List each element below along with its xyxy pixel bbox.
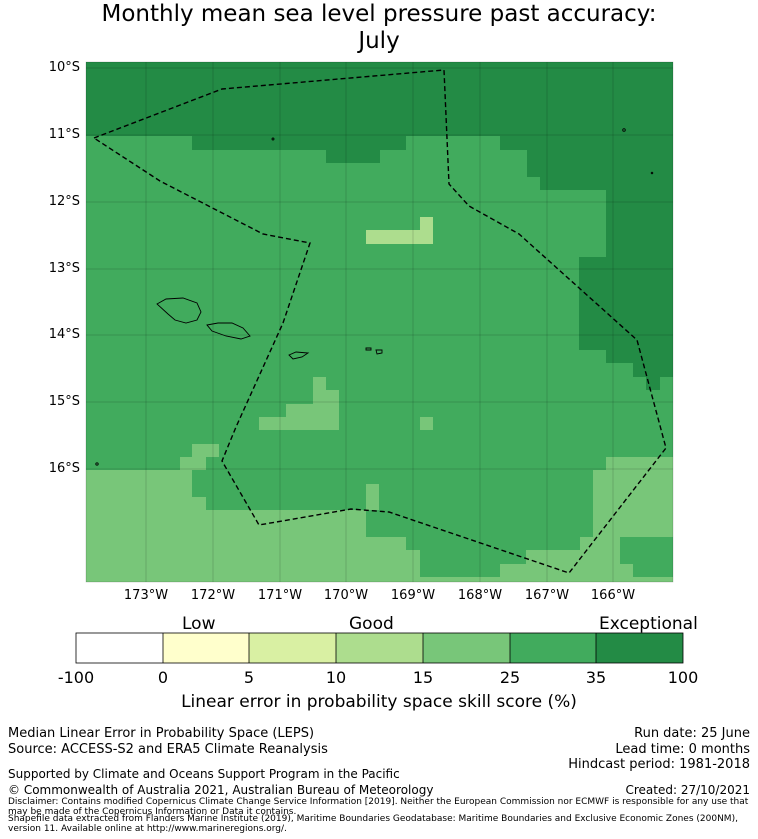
- island-tutuila: [288, 351, 310, 360]
- lon-tick-label: 171°W: [257, 588, 303, 603]
- lat-tick-label: 11°S: [48, 127, 80, 142]
- footer-disclaimer: Disclaimer: Contains modified Copernicus…: [8, 797, 749, 817]
- skill-patch-island-1: [366, 484, 379, 510]
- skill-patch-north-east: [366, 217, 433, 244]
- footer-run-date: Run date: 25 June: [634, 726, 750, 741]
- island-savaii: [156, 297, 202, 324]
- colorbar-tick: 100: [667, 668, 699, 687]
- lat-tick-label: 10°S: [48, 60, 80, 75]
- footer-leps: Median Linear Error in Probability Space…: [8, 726, 315, 741]
- colorbar-tick: -100: [57, 668, 95, 687]
- island-northeast-2: [650, 171, 654, 175]
- colorbar-tick: 0: [157, 668, 169, 687]
- skill-region-south: [86, 444, 673, 582]
- colorbar-swatch-6: [510, 633, 596, 663]
- skill-region-east: [579, 203, 673, 390]
- skill-patch-southeast-inner: [620, 537, 673, 577]
- colorbar: [75, 632, 684, 664]
- skill-region-north: [86, 62, 673, 203]
- colorbar-tick: 15: [412, 668, 434, 687]
- colorbar-tick: 35: [585, 668, 607, 687]
- island-upolu: [206, 322, 251, 340]
- footer-created: Created: 27/10/2021: [625, 783, 750, 797]
- skill-patch-island-2: [420, 417, 433, 430]
- colorbar-swatch-3: [249, 633, 336, 663]
- colorbar-swatch-5: [423, 633, 510, 663]
- colorbar-category-exceptional: Exceptional: [599, 614, 698, 634]
- footer-source: Source: ACCESS-S2 and ERA5 Climate Reana…: [8, 742, 328, 757]
- island-swains: [271, 137, 275, 141]
- lon-tick-label: 167°W: [524, 588, 570, 603]
- lon-tick-label: 166°W: [590, 588, 636, 603]
- islands: [95, 128, 654, 466]
- lon-tick-label: 173°W: [123, 588, 169, 603]
- colorbar-axis-label: Linear error in probability space skill …: [181, 692, 577, 712]
- map-frame: [85, 61, 674, 583]
- colorbar-swatch-1: [76, 633, 163, 663]
- lon-tick-label: 172°W: [190, 588, 236, 603]
- colorbar-tick: 25: [499, 668, 521, 687]
- colorbar-swatch-4: [336, 633, 423, 663]
- footer-shapefile: Shapefile data extracted from Flanders M…: [8, 814, 738, 834]
- lat-tick-label: 12°S: [48, 194, 80, 209]
- island-northeast-1: [622, 128, 626, 132]
- footer-lead-time: Lead time: 0 months: [615, 742, 750, 757]
- region-35-100: [86, 62, 673, 390]
- island-manua-1: [365, 347, 372, 351]
- footer-copyright: © Commonwealth of Australia 2021, Austra…: [8, 783, 434, 797]
- maritime-boundary: [92, 69, 667, 574]
- colorbar-category-low: Low: [182, 614, 216, 634]
- colorbar-tick: 10: [325, 668, 347, 687]
- region-10-15: [286, 217, 433, 430]
- skill-patch-central-south-light: [286, 404, 339, 430]
- lat-tick-label: 13°S: [48, 261, 80, 276]
- map-title-line2: July: [358, 28, 400, 54]
- lat-tick-label: 16°S: [48, 461, 80, 476]
- lat-tick-label: 15°S: [48, 394, 80, 409]
- lat-tick-label: 14°S: [48, 327, 80, 342]
- map-title-line1: Monthly mean sea level pressure past acc…: [101, 1, 657, 27]
- colorbar-swatch-7: [596, 633, 683, 663]
- island-manua-2: [375, 349, 383, 355]
- lon-tick-label: 169°W: [390, 588, 436, 603]
- footer-support: Supported by Climate and Oceans Support …: [8, 767, 400, 781]
- map-gridlines: [86, 62, 673, 582]
- lon-tick-label: 170°W: [323, 588, 369, 603]
- colorbar-tick: 5: [243, 668, 255, 687]
- footer-hindcast: Hindcast period: 1981-2018: [568, 757, 750, 772]
- colorbar-category-good: Good: [349, 614, 394, 634]
- island-west: [95, 462, 99, 466]
- colorbar-swatch-2: [163, 633, 249, 663]
- lon-tick-label: 168°W: [457, 588, 503, 603]
